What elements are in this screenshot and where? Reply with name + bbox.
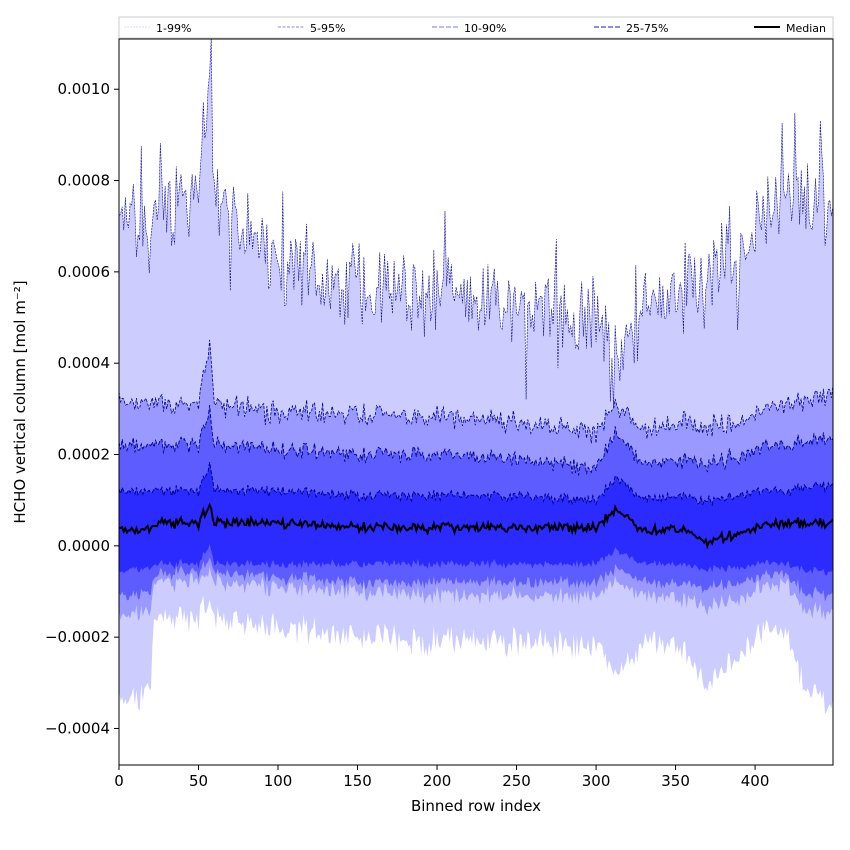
plot-frame: [118, 38, 834, 766]
band-1-99: [119, 39, 833, 715]
x-tick-label: 150: [343, 772, 372, 790]
line-p90: [119, 404, 833, 476]
y-tick-label: 0.0000: [58, 537, 111, 555]
x-axis-ticks: 0 50 100 150 200 250 300 350 400: [114, 765, 769, 790]
y-tick-label: 0.0004: [58, 354, 111, 372]
x-tick-label: 400: [741, 772, 770, 790]
x-tick-label: 200: [423, 772, 452, 790]
y-axis-label: HCHO vertical column [mol m⁻²]: [11, 280, 29, 523]
y-tick-label: −0.0004: [45, 719, 110, 737]
legend-label: 1-99%: [156, 22, 191, 35]
x-tick-label: 50: [189, 772, 208, 790]
legend: 1-99% 5-95% 10-90% 25-75% Median: [118, 16, 834, 39]
legend-label: 10-90%: [464, 22, 506, 35]
line-p99: [119, 39, 833, 409]
legend-label: 5-95%: [310, 22, 345, 35]
band-25-75: [119, 462, 833, 576]
y-axis-ticks: −0.0004 −0.0002 0.0000 0.0002 0.0004 0.0006 0.…: [45, 80, 119, 737]
line-p95: [119, 339, 833, 444]
y-tick-label: 0.0002: [58, 446, 111, 464]
y-tick-label: 0.0006: [58, 263, 111, 281]
percentile-bands: [119, 39, 833, 715]
legend-label: 25-75%: [626, 22, 668, 35]
y-tick-label: 0.0008: [58, 172, 111, 190]
percentile-lines: [119, 39, 833, 550]
y-tick-label: 0.0010: [58, 80, 111, 98]
x-tick-label: 100: [264, 772, 293, 790]
legend-box: [118, 16, 834, 39]
x-tick-label: 300: [582, 772, 611, 790]
x-tick-label: 0: [114, 772, 124, 790]
legend-label: Median: [786, 22, 826, 35]
line-median: [119, 502, 833, 550]
x-axis-label: Binned row index: [411, 797, 541, 815]
x-tick-label: 350: [661, 772, 690, 790]
line-p75: [119, 462, 833, 507]
y-tick-label: −0.0002: [45, 628, 110, 646]
x-tick-label: 250: [502, 772, 531, 790]
